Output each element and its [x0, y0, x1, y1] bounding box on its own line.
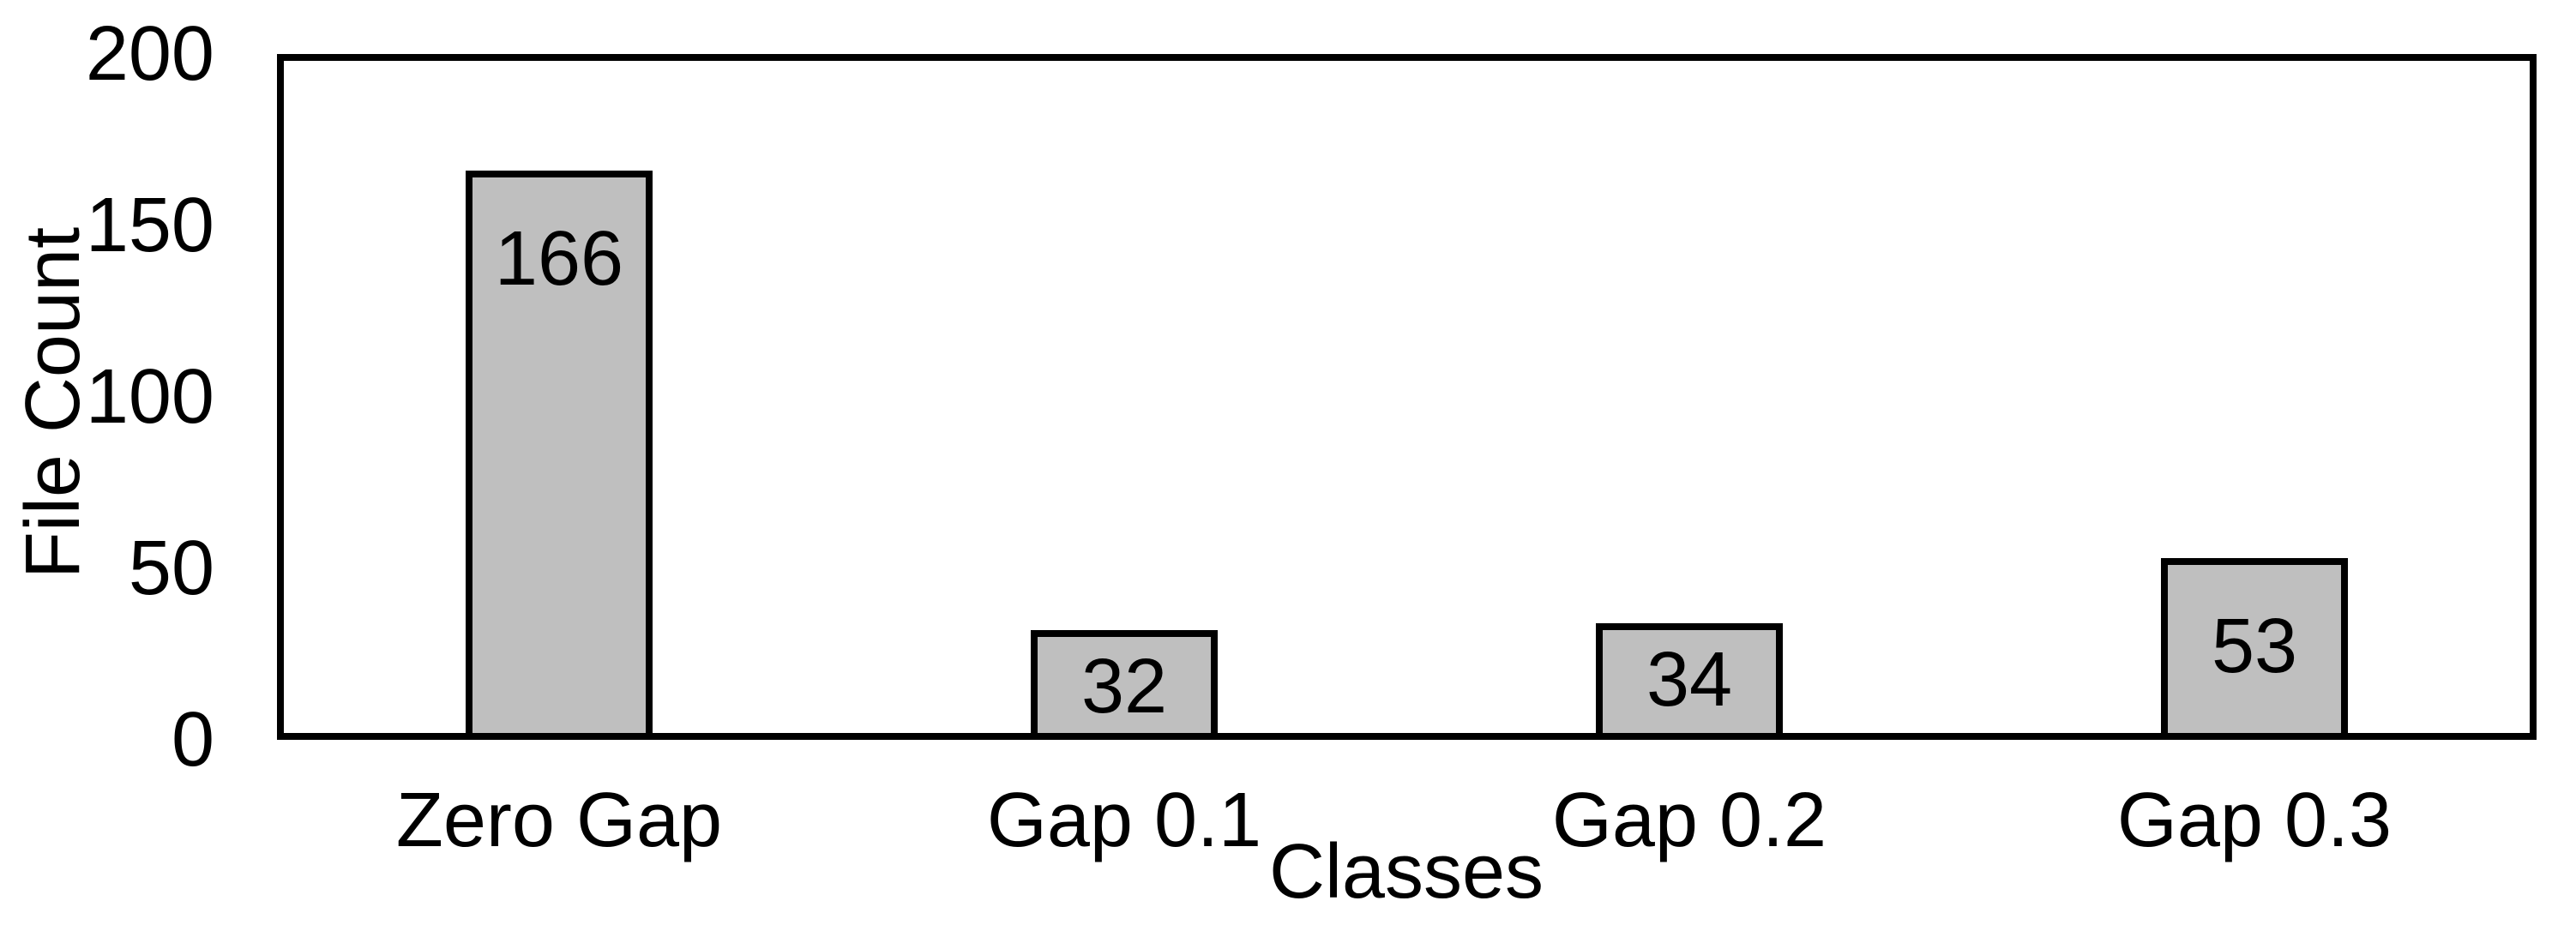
bar-gap-0-2: 34 [1596, 623, 1783, 733]
plot-area: 166 32 34 53 [277, 54, 2537, 740]
bar-zero-gap: 166 [466, 171, 653, 733]
x-tick-label: Gap 0.1 [986, 778, 1262, 863]
y-tick-label: 100 [85, 354, 214, 440]
bar-gap-0-3: 53 [2161, 558, 2348, 733]
bar-value-label: 32 [1080, 644, 1168, 730]
bar-value-label: 34 [1646, 637, 1733, 723]
x-axis-title: Classes [1268, 829, 1544, 915]
x-tick-label: Gap 0.2 [1551, 778, 1827, 863]
x-tick-label: Gap 0.3 [2116, 778, 2392, 863]
y-tick-label: 200 [85, 11, 214, 97]
bars-layer: 166 32 34 53 [284, 61, 2530, 733]
y-tick-label: 150 [85, 183, 214, 268]
x-tick-label: Zero Gap [395, 778, 723, 863]
bar-gap-0-1: 32 [1031, 630, 1218, 733]
y-tick-label: 0 [171, 697, 214, 783]
bar-value-label: 166 [494, 216, 624, 302]
y-tick-label: 50 [128, 526, 214, 611]
bar-value-label: 53 [2211, 604, 2298, 689]
